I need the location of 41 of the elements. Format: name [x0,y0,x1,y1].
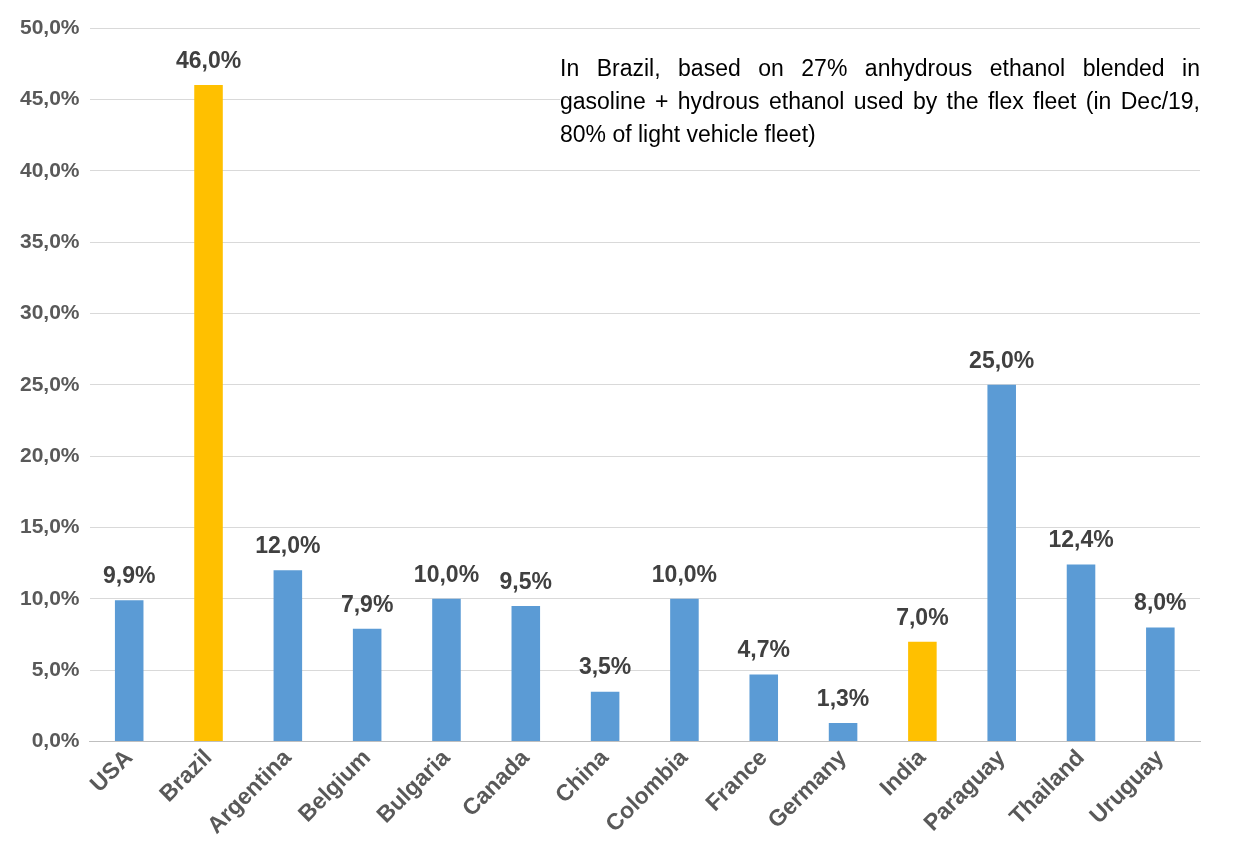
y-tick-label: 10,0% [20,585,80,609]
data-label: 7,0% [896,603,949,630]
data-label: 46,0% [175,46,242,73]
data-label: 12,4% [1048,526,1114,553]
bar [1066,564,1096,742]
bar [114,600,144,742]
y-tick-label: 0,0% [31,728,80,752]
data-label: 12,0% [255,532,321,559]
x-tick-label: USA [84,743,138,797]
data-label: 3,5% [578,653,632,680]
bar [590,691,620,742]
data-label: 9,9% [102,562,156,589]
data-label: 8,0% [1134,589,1187,616]
data-label: 1,3% [816,684,870,711]
bar [1146,627,1175,742]
bar [908,641,937,742]
y-tick-label: 20,0% [20,442,80,466]
y-tick-label: 30,0% [20,300,80,324]
y-tick-label: 15,0% [20,514,80,538]
data-label: 10,0% [413,560,480,587]
bar [749,674,779,742]
bar [432,598,461,742]
data-label: 9,5% [499,567,553,594]
y-tick-label: 5,0% [31,657,80,681]
data-label: 4,7% [737,636,790,663]
y-tick-label: 25,0% [20,371,80,395]
data-label: 10,0% [651,560,718,587]
y-tick-label: 40,0% [20,157,80,181]
bar [987,384,1016,742]
bar [828,723,858,742]
y-tick-label: 35,0% [20,228,80,252]
data-label: 25,0% [969,346,1035,373]
bar [194,85,223,742]
bar [511,606,541,742]
bar [273,570,303,742]
y-tick-label: 50,0% [20,14,80,38]
y-tick-label: 45,0% [20,86,80,110]
bar [352,628,382,742]
annotation: In Brazil, based on 27% anhydrous ethanol blended in gasoline + hydrous ethanol used by the flex fleet (in Dec/19, 80% of light vehicle fleet) [560,52,1200,151]
data-label: 7,9% [340,590,394,617]
bar [670,598,699,742]
